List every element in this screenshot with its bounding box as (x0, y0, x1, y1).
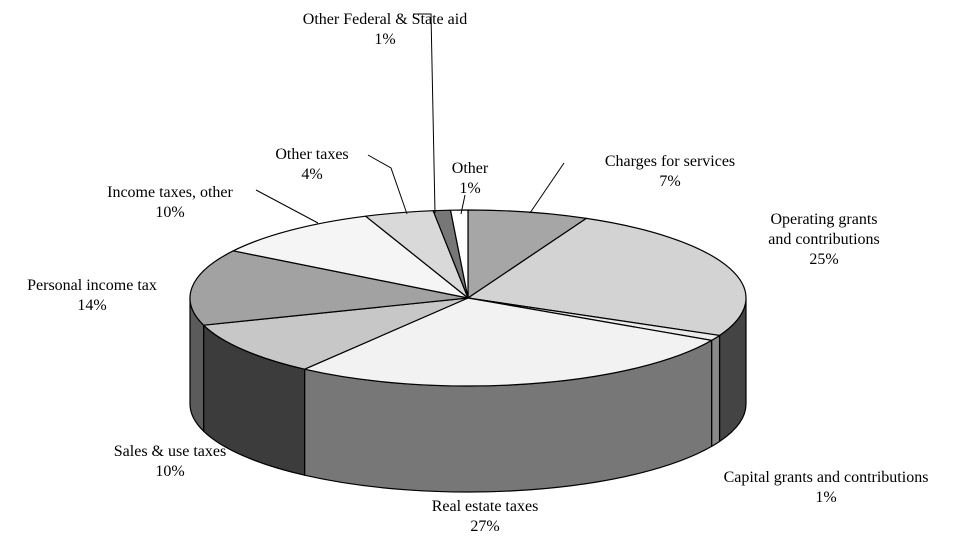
pie-slice-operating-grants-and-contributions (467, 217, 747, 337)
pie-slice-charges-for-services (467, 209, 587, 299)
slice-name-line: Sales & use taxes (114, 443, 226, 460)
slice-name-line: and contributions (768, 231, 880, 248)
slice-label-other-federal-and-state-aid: Other Federal & State aid 1% (303, 11, 467, 48)
slice-percent: 7% (659, 173, 680, 190)
slice-name-line: Other taxes (275, 146, 348, 163)
leader-line-other-taxes (367, 154, 408, 215)
slice-name-line: Capital grants and contributions (724, 469, 929, 486)
pie-side-capital-grants-and-contributions (711, 334, 721, 447)
slice-percent: 25% (809, 251, 838, 268)
slice-name-line: Real estate taxes (432, 498, 539, 515)
slice-labels: Charges for services 7% Operating grants an… (27, 11, 928, 535)
slice-percent: 1% (374, 31, 395, 48)
slice-percent: 1% (459, 180, 480, 197)
slice-percent: 10% (155, 204, 184, 221)
slice-label-real-estate-taxes: Real estate taxes 27% (432, 498, 539, 535)
pie-tops (189, 209, 747, 387)
leader-line-other (460, 194, 466, 215)
leader-line-charges-for-services (529, 162, 565, 214)
slice-percent: 14% (77, 297, 106, 314)
leader-line-other-federal-and-state-aid (413, 13, 436, 214)
pie-slice-real-estate-taxes (303, 297, 713, 387)
slice-label-income-taxes-other: Income taxes, other 10% (107, 184, 233, 221)
pie-slice-sales-and-use-taxes (203, 297, 469, 370)
slice-label-personal-income-tax: Personal income tax 14% (27, 277, 157, 314)
slice-label-charges-for-services: Charges for services 7% (605, 153, 735, 190)
slice-name-line: Charges for services (605, 153, 735, 170)
slice-name-line: Operating grants (770, 211, 877, 228)
pie-slice-income-taxes-other (232, 215, 469, 299)
pie-slice-other (449, 209, 469, 299)
slice-percent: 10% (155, 463, 184, 480)
slice-name-line: Income taxes, other (107, 184, 233, 201)
slice-label-capital-grants-and-contributions: Capital grants and contributions 1% (724, 469, 929, 506)
slice-name-line: Other (452, 160, 489, 177)
slice-percent: 4% (301, 166, 322, 183)
slice-name-line: Personal income tax (27, 277, 157, 294)
slice-label-other-taxes: Other taxes 4% (275, 146, 348, 183)
slice-percent: 27% (470, 518, 499, 535)
slice-name-line: Other Federal & State aid (303, 11, 467, 28)
slice-label-operating-grants-and-contributions: Operating grants and contributions 25% (768, 211, 880, 268)
slice-label-other: Other 1% (452, 160, 489, 197)
leader-lines (255, 13, 565, 224)
slice-percent: 1% (815, 489, 836, 506)
slice-label-sales-and-use-taxes: Sales & use taxes 10% (114, 443, 226, 480)
leader-line-income-taxes-other (255, 189, 319, 224)
pie-slice-personal-income-tax (189, 250, 469, 326)
